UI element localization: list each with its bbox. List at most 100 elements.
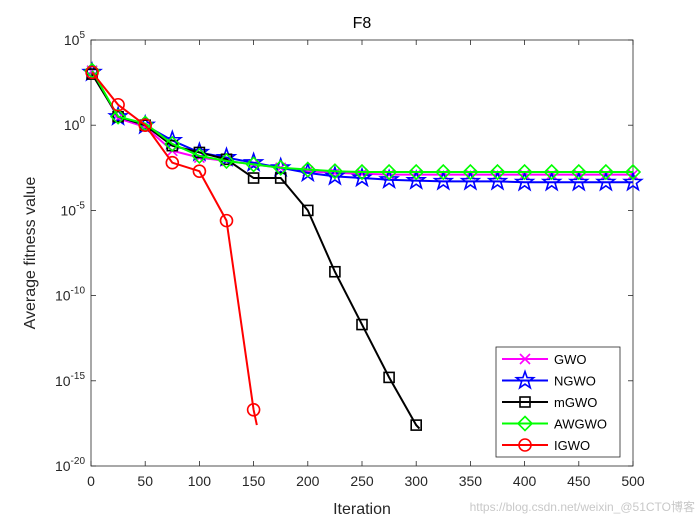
y-tick-label: 105 (64, 30, 86, 48)
x-axis-label: Iteration (333, 501, 391, 518)
chart-title: F8 (353, 15, 372, 32)
x-tick-label: 500 (621, 473, 645, 489)
data-point-mgwo (329, 265, 341, 278)
y-tick-label: 10-15 (55, 371, 85, 389)
data-point-igwo (219, 213, 234, 228)
data-point-awgwo (380, 163, 398, 181)
data-point-awgwo (353, 163, 371, 181)
x-tick-label: 100 (188, 473, 212, 489)
x-tick-label: 450 (567, 473, 591, 489)
data-point-awgwo (272, 159, 289, 176)
data-point-igwo (85, 65, 99, 80)
y-tick-label: 100 (64, 115, 86, 133)
y-tick-exponent: -5 (76, 200, 85, 211)
legend-marker-mgwo (519, 396, 531, 408)
y-tick-exponent: -15 (71, 371, 86, 382)
x-tick-label: 350 (459, 473, 483, 489)
x-tick-label: 0 (87, 473, 95, 489)
y-tick-base: 10 (55, 288, 71, 304)
data-point-mgwo (410, 419, 423, 431)
watermark: https://blog.csdn.net/weixin_@51CTO博客 (470, 499, 695, 514)
x-tick-label: 150 (242, 473, 266, 489)
legend-label-awgwo: AWGWO (554, 417, 607, 432)
data-point-mgwo (274, 172, 287, 184)
data-point-ngwo (242, 151, 265, 172)
y-tick-label: 10-20 (55, 456, 85, 474)
legend-label-igwo: IGWO (554, 438, 590, 453)
x-tick-label: 250 (350, 473, 374, 489)
data-point-ngwo (513, 170, 536, 192)
data-point-ngwo (351, 166, 373, 188)
data-point-awgwo (435, 163, 452, 181)
y-tick-exponent: -10 (71, 286, 86, 297)
data-point-ngwo (622, 170, 644, 192)
data-point-awgwo (570, 163, 587, 181)
legend-label-gwo: GWO (554, 352, 587, 367)
data-point-igwo (246, 402, 261, 417)
data-point-awgwo (516, 163, 533, 181)
data-point-ngwo (107, 105, 129, 126)
data-point-ngwo (378, 168, 400, 189)
legend: GWO NGWO mGWO AWGWO IGWO (495, 346, 621, 458)
x-tick-label: 200 (296, 473, 320, 489)
data-point-ngwo (269, 156, 292, 178)
legend-marker-gwo (519, 353, 531, 365)
y-tick-exponent: -20 (71, 456, 86, 467)
data-point-awgwo (326, 163, 344, 180)
y-tick-base: 10 (55, 373, 71, 389)
data-point-mgwo (301, 204, 314, 217)
data-point-awgwo (218, 152, 235, 170)
data-point-igwo (165, 155, 180, 170)
data-point-mgwo (193, 146, 206, 159)
data-point-awgwo (543, 163, 560, 181)
data-point-mgwo (247, 172, 260, 184)
legend-item-ngwo: NGWO (502, 369, 596, 390)
y-tick-base: 10 (64, 117, 80, 133)
data-point-ngwo (324, 164, 346, 186)
series-line-awgwo (91, 70, 633, 174)
data-point-igwo (111, 97, 125, 112)
data-point-ngwo (567, 170, 590, 192)
data-point-awgwo (299, 161, 316, 178)
x-tick-label: 50 (137, 473, 153, 489)
data-point-awgwo (109, 108, 127, 125)
data-point-ngwo (459, 169, 482, 191)
legend-label-ngwo: NGWO (554, 374, 596, 389)
y-tick-base: 10 (64, 32, 80, 48)
legend-marker-awgwo (516, 415, 534, 432)
legend-item-igwo: IGWO (502, 438, 590, 453)
legend-item-gwo: GWO (502, 352, 587, 367)
y-tick-exponent: 5 (79, 30, 85, 41)
x-tick-label: 300 (405, 473, 429, 489)
data-point-awgwo (245, 156, 262, 173)
x-tick-label: 400 (513, 473, 537, 489)
data-point-mgwo (356, 318, 368, 331)
legend-item-awgwo: AWGWO (502, 415, 607, 432)
y-tick-base: 10 (55, 458, 71, 474)
axes: 0 50 100 150 200 250 300 350 400 450 50010-2010-15… (55, 30, 645, 489)
data-point-awgwo (489, 163, 506, 181)
legend-marker-ngwo (514, 369, 536, 390)
data-point-awgwo (462, 163, 479, 181)
data-point-igwo (192, 164, 207, 179)
legend-label-mgwo: mGWO (554, 395, 597, 410)
y-tick-exponent: 0 (79, 115, 85, 126)
data-point-ngwo (405, 169, 428, 190)
data-point-awgwo (624, 163, 642, 181)
data-point-ngwo (486, 169, 509, 191)
data-point-awgwo (597, 163, 615, 181)
data-point-ngwo (432, 169, 455, 191)
data-point-awgwo (164, 135, 181, 153)
data-point-mgwo (383, 371, 395, 384)
data-point-igwo (138, 118, 152, 132)
series-igwo (85, 65, 261, 426)
y-tick-label: 10-10 (55, 286, 85, 304)
y-axis-label: Average fitness value (22, 177, 39, 330)
data-point-ngwo (595, 170, 617, 192)
data-point-awgwo (191, 147, 208, 165)
y-tick-label: 10-5 (61, 200, 86, 218)
data-point-ngwo (540, 170, 563, 192)
series (81, 60, 644, 431)
y-tick-base: 10 (61, 202, 77, 218)
